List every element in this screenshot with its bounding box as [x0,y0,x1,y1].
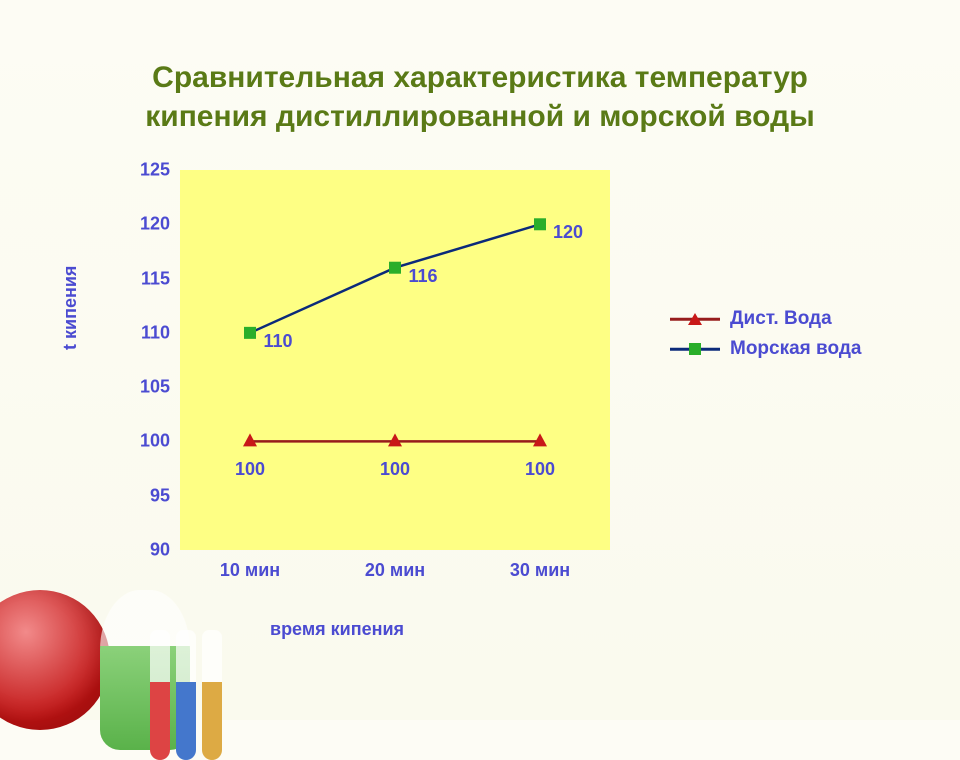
marker-sea [244,327,256,339]
legend-label: Дист. Вода [730,308,832,330]
y-tick-label: 115 [110,268,170,289]
series-line-sea [250,224,540,333]
y-axis-title: t кипения [60,266,81,350]
x-tick-label: 10 мин [220,560,280,581]
y-tick-label: 90 [110,540,170,561]
y-tick-label: 100 [110,431,170,452]
chart: t кипения 9095100105110115120125 1001001… [90,170,870,630]
data-label-sea: 120 [553,222,583,243]
y-tick-label: 110 [110,322,170,343]
marker-sea [534,218,546,230]
chart-title: Сравнительная характеристика температур … [0,58,960,136]
marker-sea [389,262,401,274]
legend: Дист. Вода Морская вода [670,300,890,368]
x-tick-label: 20 мин [365,560,425,581]
title-line-2: кипения дистиллированной и морской воды [145,100,815,133]
y-tick-label: 95 [110,485,170,506]
y-tick-label: 120 [110,214,170,235]
legend-marker-sea [670,339,720,359]
marker-dist [533,433,547,446]
legend-marker-dist [670,309,720,329]
marker-dist [388,433,402,446]
y-tick-label: 105 [110,377,170,398]
marker-dist [243,433,257,446]
data-label-sea: 116 [408,266,437,287]
data-label-dist: 100 [525,459,555,480]
data-label-dist: 100 [380,459,410,480]
x-axis-title: время кипения [270,619,404,640]
plot-area: 100 100 100 110 116 120 [180,170,610,550]
y-axis-ticks: 9095100105110115120125 [110,170,170,550]
legend-item-sea: Морская вода [670,338,890,360]
title-line-1: Сравнительная характеристика температур [152,61,808,94]
y-tick-label: 125 [110,160,170,181]
data-label-dist: 100 [235,459,265,480]
x-axis-ticks: 10 мин 20 мин 30 мин [180,560,610,590]
legend-item-dist: Дист. Вода [670,308,890,330]
plot-svg [180,170,610,550]
data-label-sea: 110 [263,331,292,352]
x-tick-label: 30 мин [510,560,570,581]
legend-label: Морская вода [730,338,861,360]
